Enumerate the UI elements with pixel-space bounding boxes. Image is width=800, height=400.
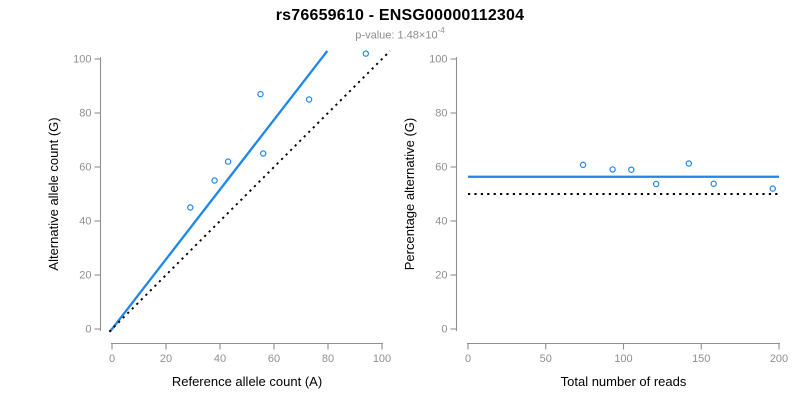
y-tick-label: 20 bbox=[435, 270, 447, 282]
figure-title: rs76659610 - ENSG00000112304 bbox=[275, 7, 525, 24]
y-tick-label: 100 bbox=[429, 54, 447, 66]
x-tick-label: 200 bbox=[770, 353, 788, 365]
x-axis-label: Reference allele count (A) bbox=[172, 374, 322, 389]
x-tick-label: 0 bbox=[109, 353, 115, 365]
y-tick-label: 80 bbox=[79, 108, 91, 120]
y-tick-label: 40 bbox=[435, 216, 447, 228]
scatter-point bbox=[609, 166, 616, 173]
pvalue-exponent: -4 bbox=[437, 26, 445, 35]
y-axis-label: Alternative allele count (G) bbox=[46, 117, 61, 270]
fitted-ratio-line bbox=[109, 50, 329, 333]
x-tick-label: 20 bbox=[160, 353, 172, 365]
y-tick-label: 0 bbox=[441, 324, 447, 336]
x-tick-label: 50 bbox=[540, 353, 552, 365]
y-tick-label: 0 bbox=[85, 324, 91, 336]
scatter-point bbox=[628, 166, 635, 173]
scatter-point bbox=[211, 177, 218, 184]
y-tick-label: 40 bbox=[79, 216, 91, 228]
scatter-point bbox=[305, 96, 313, 103]
x-tick-label: 80 bbox=[322, 353, 334, 365]
scatter-point bbox=[260, 150, 267, 157]
x-tick-label: 100 bbox=[614, 353, 632, 365]
figure-header: rs76659610 - ENSG00000112304 p-value: 1.… bbox=[0, 6, 800, 42]
y-tick-label: 80 bbox=[435, 108, 447, 120]
x-tick-label: 60 bbox=[268, 353, 280, 365]
scatter-point bbox=[187, 204, 194, 211]
scatter-point bbox=[710, 180, 717, 187]
identity-line bbox=[108, 50, 391, 333]
x-tick-label: 40 bbox=[214, 353, 226, 365]
x-tick-label: 0 bbox=[465, 353, 471, 365]
figure-subtitle: p-value: 1.48×10-4 bbox=[0, 26, 800, 42]
y-tick-label: 60 bbox=[79, 162, 91, 174]
scatter-point bbox=[362, 50, 369, 57]
y-tick-label: 60 bbox=[435, 162, 447, 174]
scatter-point bbox=[224, 158, 232, 165]
scatter-point bbox=[769, 185, 776, 192]
scatter-point bbox=[652, 180, 660, 188]
pvalue-text: p-value: 1.48×10 bbox=[355, 29, 438, 42]
x-tick-label: 150 bbox=[692, 353, 710, 365]
scatter-point bbox=[579, 161, 587, 169]
y-tick-label: 20 bbox=[79, 270, 91, 282]
scatter-point bbox=[257, 90, 264, 98]
x-tick-label: 100 bbox=[373, 353, 391, 365]
y-tick-label: 100 bbox=[73, 54, 91, 66]
scatter-point bbox=[685, 160, 693, 167]
x-axis-label: Total number of reads bbox=[561, 374, 687, 389]
y-axis-label: Percentage alternative (G) bbox=[402, 118, 417, 270]
